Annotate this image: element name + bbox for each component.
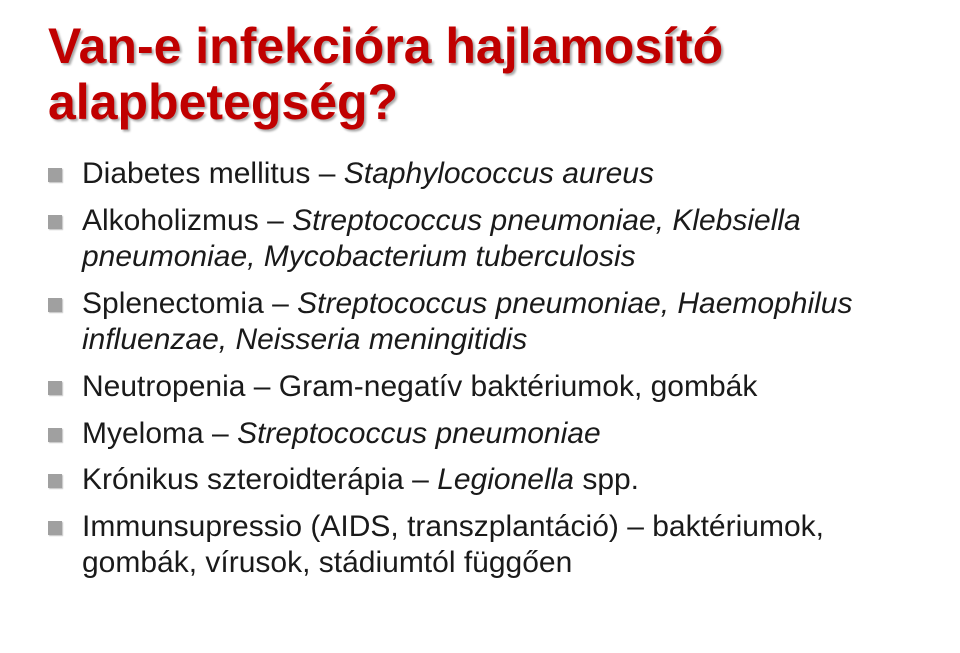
- list-item: Splenectomia – Streptococcus pneumoniae,…: [48, 286, 922, 359]
- item-lead: Krónikus szteroidterápia –: [82, 463, 437, 496]
- item-lead: Diabetes mellitus –: [82, 157, 344, 190]
- item-trail: spp.: [582, 463, 639, 496]
- item-species: Streptococcus pneumoniae: [237, 417, 601, 450]
- list-item: Alkoholizmus – Streptococcus pneumoniae,…: [48, 203, 922, 276]
- bullet-list: Diabetes mellitus – Staphylococcus aureu…: [48, 156, 922, 582]
- list-item: Myeloma – Streptococcus pneumoniae: [48, 416, 922, 453]
- item-lead: Myeloma –: [82, 417, 237, 450]
- item-lead: Splenectomia –: [82, 287, 297, 320]
- list-item: Krónikus szteroidterápia – Legionella sp…: [48, 462, 922, 499]
- item-lead: Alkoholizmus –: [82, 204, 292, 237]
- item-lead: Neutropenia – Gram-negatív baktériumok, …: [82, 370, 757, 403]
- item-lead: Immunsupressio (AIDS, transzplantáció) –…: [82, 510, 824, 580]
- slide: Van-e infekcióra hajlamosító alapbetegsé…: [0, 0, 960, 653]
- list-item: Neutropenia – Gram-negatív baktériumok, …: [48, 369, 922, 406]
- list-item: Immunsupressio (AIDS, transzplantáció) –…: [48, 509, 922, 582]
- item-species: Legionella: [437, 463, 582, 496]
- list-item: Diabetes mellitus – Staphylococcus aureu…: [48, 156, 922, 193]
- item-species: Staphylococcus aureus: [344, 157, 654, 190]
- slide-title: Van-e infekcióra hajlamosító alapbetegsé…: [48, 18, 922, 130]
